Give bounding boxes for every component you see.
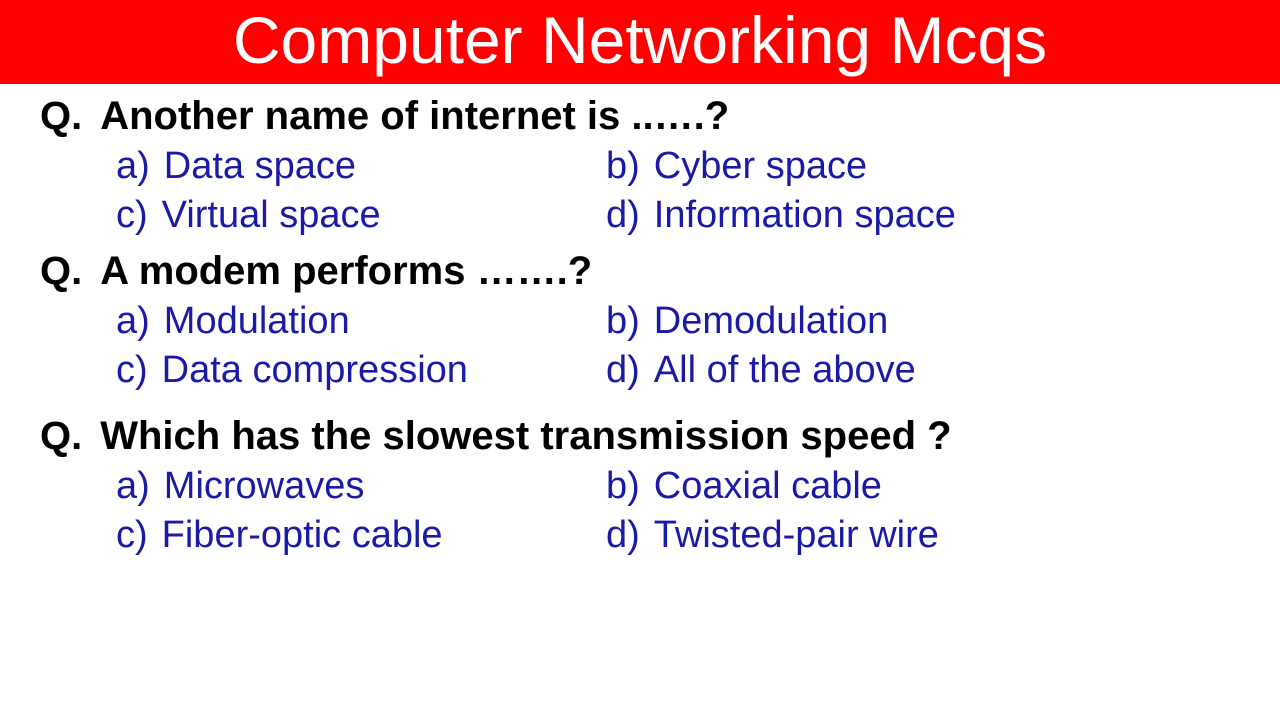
option-label: c): [116, 514, 148, 557]
option-text: Data space: [164, 145, 356, 188]
option-label: d): [606, 514, 640, 557]
options-grid-3: a) Microwaves b) Coaxial cable c) Fiber-…: [40, 465, 1240, 557]
option-3c: c) Fiber-optic cable: [116, 514, 596, 557]
option-text: Twisted-pair wire: [654, 514, 939, 557]
option-label: c): [116, 349, 148, 392]
option-text: Coaxial cable: [654, 465, 882, 508]
option-1d: d) Information space: [606, 194, 1240, 237]
option-text: Microwaves: [164, 465, 365, 508]
option-2c: c) Data compression: [116, 349, 596, 392]
question-text: Which has the slowest transmission speed…: [100, 414, 951, 459]
page-header: Computer Networking Mcqs: [0, 0, 1280, 84]
option-label: b): [606, 465, 640, 508]
option-text: All of the above: [654, 349, 916, 392]
option-label: c): [116, 194, 148, 237]
option-text: Fiber-optic cable: [162, 514, 443, 557]
options-grid-1: a) Data space b) Cyber space c) Virtual …: [40, 145, 1240, 237]
option-2a: a) Modulation: [116, 300, 596, 343]
question-3: Q. Which has the slowest transmission sp…: [40, 414, 1240, 459]
option-1b: b) Cyber space: [606, 145, 1240, 188]
option-text: Demodulation: [654, 300, 888, 343]
option-2d: d) All of the above: [606, 349, 1240, 392]
option-text: Modulation: [164, 300, 350, 343]
option-3a: a) Microwaves: [116, 465, 596, 508]
option-label: a): [116, 300, 150, 343]
option-text: Cyber space: [654, 145, 867, 188]
question-block-3: Q. Which has the slowest transmission sp…: [40, 414, 1240, 557]
option-label: d): [606, 194, 640, 237]
question-prefix: Q.: [40, 414, 82, 459]
question-text: Another name of internet is ..….?: [100, 94, 729, 139]
question-prefix: Q.: [40, 249, 82, 294]
content-area: Q. Another name of internet is ..….? a) …: [0, 84, 1280, 557]
option-3b: b) Coaxial cable: [606, 465, 1240, 508]
option-3d: d) Twisted-pair wire: [606, 514, 1240, 557]
option-2b: b) Demodulation: [606, 300, 1240, 343]
option-text: Virtual space: [162, 194, 381, 237]
question-block-2: Q. A modem performs …….? a) Modulation b…: [40, 249, 1240, 392]
question-prefix: Q.: [40, 94, 82, 139]
question-text: A modem performs …….?: [100, 249, 592, 294]
header-title: Computer Networking Mcqs: [233, 3, 1047, 77]
option-label: a): [116, 465, 150, 508]
option-1c: c) Virtual space: [116, 194, 596, 237]
option-1a: a) Data space: [116, 145, 596, 188]
question-1: Q. Another name of internet is ..….?: [40, 94, 1240, 139]
option-label: d): [606, 349, 640, 392]
option-label: b): [606, 145, 640, 188]
option-label: b): [606, 300, 640, 343]
question-block-1: Q. Another name of internet is ..….? a) …: [40, 94, 1240, 237]
options-grid-2: a) Modulation b) Demodulation c) Data co…: [40, 300, 1240, 392]
option-label: a): [116, 145, 150, 188]
question-2: Q. A modem performs …….?: [40, 249, 1240, 294]
option-text: Data compression: [162, 349, 468, 392]
option-text: Information space: [654, 194, 956, 237]
